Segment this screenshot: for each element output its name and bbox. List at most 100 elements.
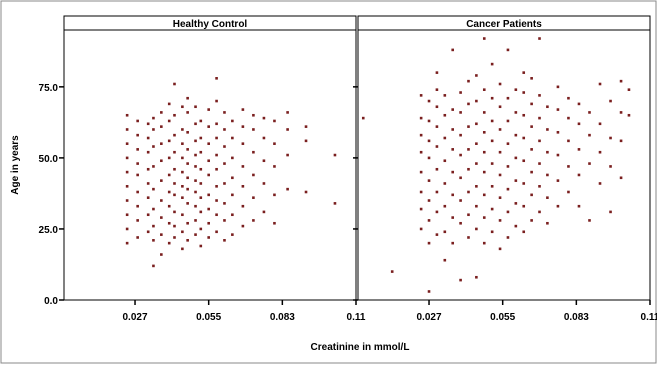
data-point xyxy=(609,136,612,140)
data-point xyxy=(475,122,478,126)
data-point xyxy=(181,230,184,234)
x-axis-title: Creatinine in mmol/L xyxy=(311,342,410,353)
data-point xyxy=(459,278,462,282)
y-tick-label: 50.0 xyxy=(39,154,59,165)
data-point xyxy=(498,82,502,86)
data-point xyxy=(567,139,570,143)
data-point xyxy=(556,85,560,89)
data-point xyxy=(522,136,526,140)
data-point xyxy=(146,167,150,171)
data-point xyxy=(588,111,591,114)
data-point xyxy=(467,79,470,83)
data-point xyxy=(556,108,560,111)
data-point xyxy=(199,167,203,171)
data-point xyxy=(435,71,439,74)
data-point xyxy=(435,167,439,171)
data-point xyxy=(241,204,245,208)
data-point xyxy=(223,202,226,205)
data-point xyxy=(467,102,470,106)
data-point xyxy=(419,227,423,231)
data-point xyxy=(577,102,581,106)
data-point xyxy=(262,210,266,214)
data-point xyxy=(546,128,549,131)
data-point xyxy=(199,182,203,185)
data-point xyxy=(207,173,210,177)
data-point xyxy=(538,94,541,97)
data-point xyxy=(514,88,518,91)
data-point xyxy=(390,270,394,273)
data-point xyxy=(186,148,189,151)
y-tick-label: 0.0 xyxy=(44,296,58,307)
data-point xyxy=(577,122,581,126)
data-point xyxy=(125,185,129,188)
data-point xyxy=(136,204,139,208)
data-point xyxy=(136,190,139,194)
data-point xyxy=(567,116,570,120)
data-point xyxy=(609,165,612,168)
data-point xyxy=(152,207,155,211)
data-point xyxy=(538,185,541,188)
data-point xyxy=(152,187,155,191)
y-tick-label: 25.0 xyxy=(39,225,59,236)
data-point xyxy=(262,136,266,140)
data-point xyxy=(173,193,176,197)
data-point xyxy=(482,150,486,154)
data-point xyxy=(419,94,423,97)
data-point xyxy=(273,142,276,145)
data-point xyxy=(199,119,203,123)
data-point xyxy=(588,219,591,222)
data-point xyxy=(152,145,155,148)
data-point xyxy=(619,79,623,83)
data-point xyxy=(556,153,560,157)
x-tick-label: 0.11 xyxy=(641,312,657,323)
panel-title-1: Healthy Control xyxy=(173,19,248,30)
data-point xyxy=(125,199,129,202)
data-point xyxy=(194,190,197,194)
data-point xyxy=(207,221,210,225)
data-point xyxy=(490,162,494,165)
data-point xyxy=(231,176,234,180)
data-point xyxy=(273,221,276,225)
data-point xyxy=(482,241,486,245)
data-point xyxy=(160,142,163,145)
data-point xyxy=(194,122,197,126)
data-point xyxy=(167,190,171,194)
data-point xyxy=(435,145,439,148)
data-point xyxy=(252,196,255,199)
data-point xyxy=(451,216,455,219)
data-point xyxy=(231,119,234,123)
data-point xyxy=(522,91,526,94)
data-point xyxy=(506,119,510,123)
data-point xyxy=(475,275,478,279)
data-point xyxy=(577,173,581,177)
data-point xyxy=(475,185,478,188)
data-point xyxy=(181,170,184,174)
data-point xyxy=(514,111,518,114)
data-point xyxy=(186,176,189,180)
data-point xyxy=(427,219,431,222)
data-point xyxy=(506,210,510,214)
data-point xyxy=(231,156,234,160)
data-point xyxy=(136,119,139,123)
data-point xyxy=(181,105,184,109)
data-point xyxy=(231,213,234,217)
data-point xyxy=(186,221,189,225)
data-point xyxy=(160,199,163,202)
data-point xyxy=(223,111,226,114)
data-point xyxy=(490,207,494,211)
data-point xyxy=(556,179,560,182)
data-point xyxy=(482,131,486,134)
data-point xyxy=(207,125,210,128)
data-point xyxy=(241,185,245,188)
data-point xyxy=(490,62,494,66)
data-point xyxy=(490,119,494,123)
data-point xyxy=(286,153,289,157)
data-point xyxy=(125,213,129,217)
data-point xyxy=(181,156,184,160)
y-tick-label: 75.0 xyxy=(39,83,59,94)
data-point xyxy=(588,162,591,165)
data-point xyxy=(361,116,365,120)
data-point xyxy=(215,199,218,202)
data-point xyxy=(304,139,308,143)
